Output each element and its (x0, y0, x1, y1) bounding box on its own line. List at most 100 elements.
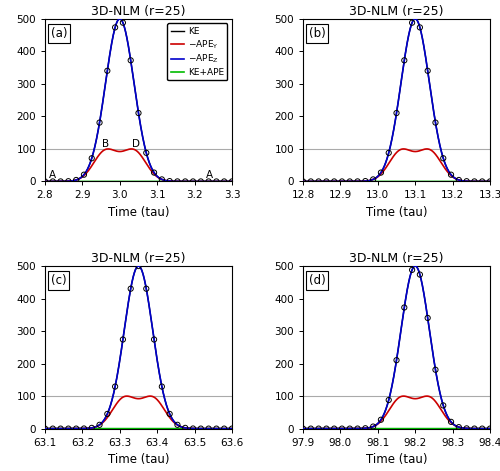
Point (362, 424, 370, 432)
Point (424, 314, 432, 322)
Point (204, 178, 212, 185)
Point (166, 178, 173, 185)
Point (197, 425, 205, 432)
Text: D: D (132, 139, 140, 149)
Point (41, 178, 49, 185)
Text: A: A (206, 170, 213, 179)
Point (72, 425, 80, 432)
Point (322, 425, 330, 432)
Point (486, 425, 494, 432)
Point (299, 425, 307, 432)
Point (56, 178, 64, 185)
X-axis label: Time (tau): Time (tau) (366, 206, 428, 219)
Point (204, 425, 212, 432)
Point (478, 425, 486, 432)
Point (455, 423, 463, 431)
Point (307, 425, 315, 432)
Point (424, 67, 432, 74)
Legend: KE, $-$APE$_\mathregular{Y}$, $-$APE$_\mathregular{Z}$, KE+APE: KE, $-$APE$_\mathregular{Y}$, $-$APE$_\m… (167, 24, 228, 81)
Point (64, 425, 72, 432)
Point (470, 178, 478, 185)
Point (72, 176, 80, 184)
Point (400, 304, 408, 311)
X-axis label: Time (tau): Time (tau) (108, 453, 169, 466)
Point (447, 171, 455, 179)
Point (432, 366, 440, 374)
Point (440, 402, 448, 409)
Point (228, 178, 236, 185)
Point (49, 178, 57, 185)
Point (220, 425, 228, 432)
Point (330, 425, 338, 432)
Text: B: B (102, 139, 109, 149)
Point (307, 178, 315, 185)
Point (181, 424, 189, 431)
Point (166, 410, 173, 418)
X-axis label: Time (tau): Time (tau) (108, 206, 169, 219)
Title: 3D-NLM (r=25): 3D-NLM (r=25) (91, 252, 186, 265)
Point (119, 336, 127, 343)
Point (64, 178, 72, 185)
Point (88, 154, 96, 162)
Point (150, 169, 158, 176)
Point (354, 178, 362, 185)
Text: (a): (a) (50, 27, 67, 40)
Point (432, 119, 440, 126)
Point (41, 425, 49, 432)
Point (362, 178, 370, 185)
Point (174, 178, 182, 185)
Point (440, 154, 448, 162)
Point (142, 285, 150, 292)
Point (88, 424, 96, 431)
Point (354, 425, 362, 432)
Point (470, 425, 478, 432)
Text: (c): (c) (50, 274, 66, 287)
Text: (b): (b) (308, 27, 326, 40)
Point (134, 262, 142, 270)
Title: 3D-NLM (r=25): 3D-NLM (r=25) (350, 252, 444, 265)
Point (486, 178, 494, 185)
Point (111, 383, 119, 390)
Point (104, 67, 112, 74)
Point (49, 425, 57, 432)
Point (126, 285, 134, 292)
Point (189, 425, 197, 432)
Point (228, 425, 236, 432)
Point (416, 271, 424, 278)
Point (400, 57, 408, 64)
Point (96, 421, 104, 429)
Point (392, 357, 400, 364)
Point (377, 169, 385, 176)
Point (314, 178, 322, 185)
Point (212, 178, 220, 185)
Point (377, 416, 385, 423)
Point (220, 178, 228, 185)
Point (416, 24, 424, 31)
Point (80, 425, 88, 432)
Point (158, 383, 166, 390)
X-axis label: Time (tau): Time (tau) (366, 453, 428, 466)
Point (212, 425, 220, 432)
Point (330, 178, 338, 185)
Point (384, 396, 392, 404)
Point (314, 425, 322, 432)
Point (56, 425, 64, 432)
Point (111, 24, 119, 31)
Point (462, 425, 470, 432)
Point (447, 418, 455, 426)
Point (369, 423, 377, 430)
Point (455, 176, 463, 184)
Point (197, 178, 205, 185)
Point (408, 19, 416, 26)
Point (408, 266, 416, 274)
Point (174, 421, 182, 429)
Point (96, 119, 104, 126)
Title: 3D-NLM (r=25): 3D-NLM (r=25) (91, 5, 186, 18)
Point (478, 178, 486, 185)
Point (126, 57, 134, 64)
Point (189, 178, 197, 185)
Point (392, 109, 400, 117)
Point (346, 425, 354, 432)
Point (119, 19, 127, 26)
Point (462, 178, 470, 185)
